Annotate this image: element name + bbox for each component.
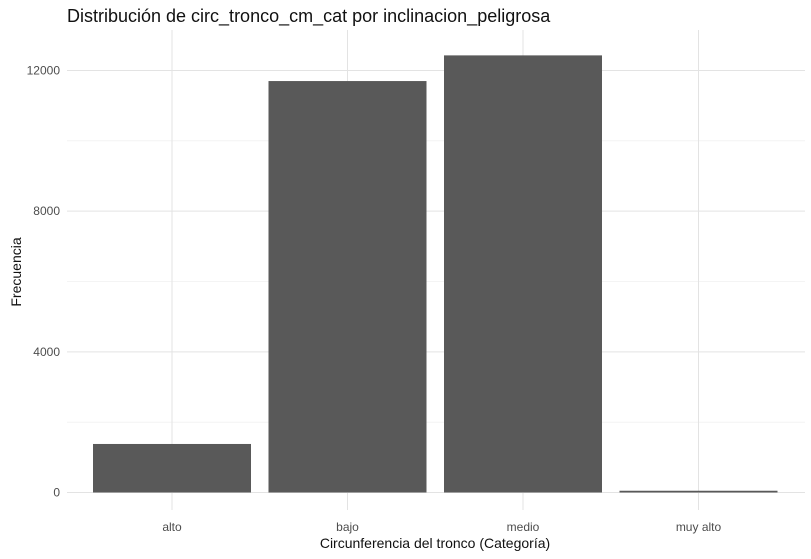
major-gridlines [67,30,805,510]
y-tick-label: 0 [53,486,60,500]
y-tick-labels: 0 4000 8000 12000 [27,64,61,500]
bar-muy-alto [619,490,778,493]
minor-gridlines [67,140,805,423]
x-tick-label: medio [507,520,540,534]
y-tick-label: 4000 [33,345,60,359]
y-tick-label: 12000 [27,64,61,78]
chart-title: Distribución de circ_tronco_cm_cat por i… [67,6,551,26]
bar-bajo [268,81,427,493]
bar-medio [444,55,602,493]
bar-alto [93,443,251,493]
x-tick-labels: alto bajo medio muy alto [162,520,721,534]
x-axis-label: Circunferencia del tronco (Categoría) [319,535,551,551]
bars [93,55,778,493]
y-tick-label: 8000 [33,204,60,218]
y-axis-label: Frecuencia [8,237,24,307]
x-tick-label: muy alto [676,520,722,534]
x-tick-label: alto [162,520,182,534]
x-tick-label: bajo [336,520,359,534]
